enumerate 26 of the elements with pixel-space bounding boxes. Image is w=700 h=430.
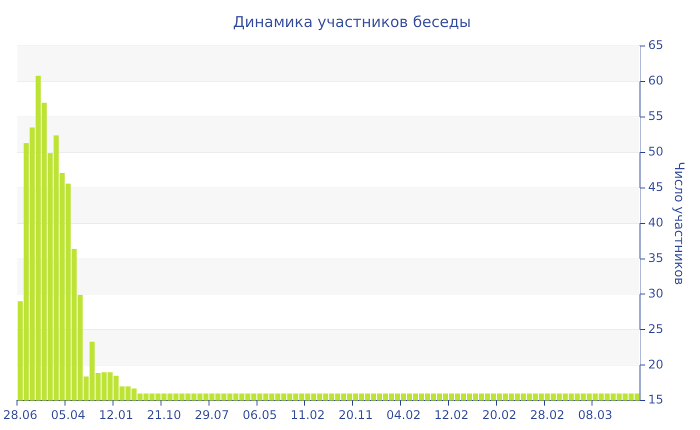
y-tick-label: 65 [648,38,664,52]
x-tick-label: 29.07 [194,408,230,422]
x-tick-label: 28.02 [530,408,564,422]
y-tick-label: 45 [648,180,664,194]
x-tick-label: 20.11 [338,408,373,422]
x-tick-label: 21.10 [146,408,182,422]
y-tick-label: 25 [648,322,664,336]
chart-title: Динамика участников беседы [232,12,472,31]
x-tick-label: 05.04 [50,408,86,422]
x-tick-label: 12.02 [434,408,469,422]
y-tick-label: 40 [648,215,664,230]
y-tick-label: 15 [648,392,664,407]
y-tick-label: 55 [648,109,664,124]
y-tick-label: 20 [648,357,664,372]
x-tick-label: 04.02 [386,408,421,422]
y-tick-label: 60 [648,74,664,88]
y-tick-label: 50 [648,144,664,159]
y-tick-label: 35 [648,250,664,265]
y-axis-title: Число участников [670,162,686,285]
x-tick-label: 12.01 [98,408,134,422]
x-tick-label: 20.02 [482,408,517,422]
y-tick-label: 30 [648,286,664,300]
x-tick-label: 06.05 [242,408,277,422]
x-tick-label: 28.06 [3,408,38,422]
x-tick-label: 08.03 [578,408,612,422]
x-tick-label: 11.02 [290,408,325,422]
